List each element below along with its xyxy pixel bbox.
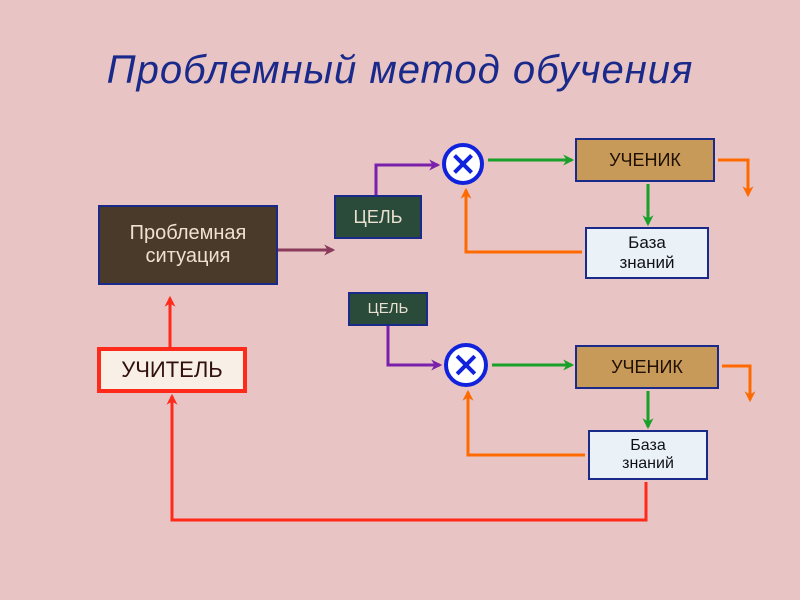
arrow-student2-out-right [722, 366, 750, 400]
node-problem-situation: Проблемная ситуация [98, 205, 278, 285]
node-student-1: УЧЕНИК [575, 138, 715, 182]
diagram-canvas: Проблемный метод обучения Проблемная сит… [0, 0, 800, 600]
arrow-goal2-down-to-c2 [388, 326, 440, 365]
node-student-2: УЧЕНИК [575, 345, 719, 389]
junction-circle-2 [444, 343, 488, 387]
arrow-kb1-back-to-c1 [466, 190, 582, 252]
node-knowledge-base-1: База знаний [585, 227, 709, 279]
node-goal-1: ЦЕЛЬ [334, 195, 422, 239]
arrow-kb2-back-to-c2 [468, 392, 585, 455]
node-goal-2: ЦЕЛЬ [348, 292, 428, 326]
node-knowledge-base-2: База знаний [588, 430, 708, 480]
arrow-goal1-up-to-c1 [376, 165, 438, 195]
diagram-title: Проблемный метод обучения [0, 48, 800, 93]
arrow-student1-out-right [718, 160, 748, 195]
node-teacher: УЧИТЕЛЬ [97, 347, 247, 393]
arrow-long-red-kb2-to-teacher [172, 396, 646, 520]
junction-circle-1 [442, 143, 484, 185]
